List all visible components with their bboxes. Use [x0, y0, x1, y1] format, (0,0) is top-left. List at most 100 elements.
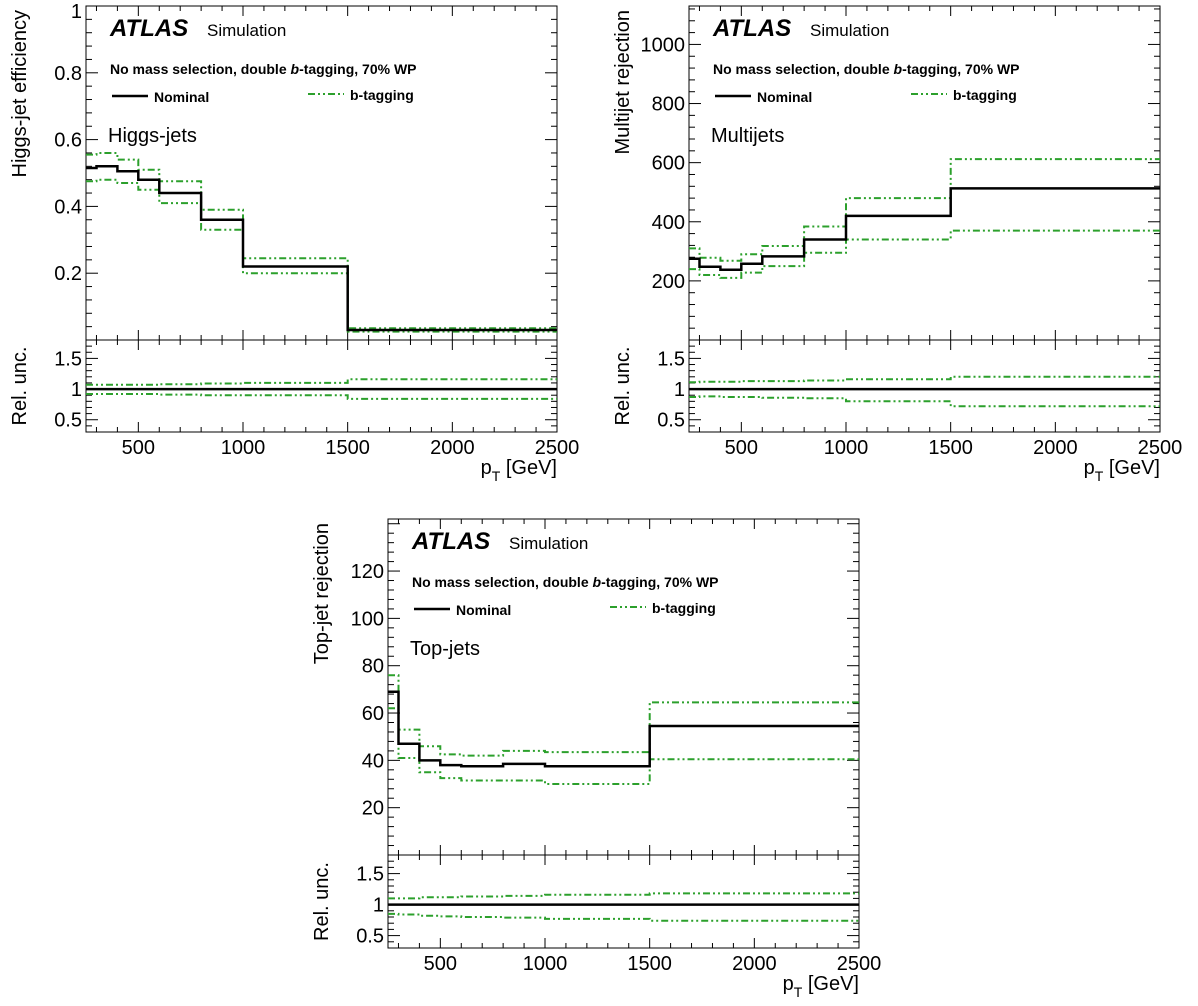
x-tick-label: 2500: [837, 953, 882, 975]
selection-text-pre: No mass selection, double: [110, 61, 291, 77]
ratio-y-tick-label: 1.5: [657, 348, 685, 370]
y-tick-label: 0.6: [54, 130, 82, 152]
x-tick-label: 2000: [430, 437, 475, 459]
y-axis-label: Higgs-jet efficiency: [9, 10, 31, 177]
legend-btag-label: b-tagging: [350, 87, 414, 103]
y-tick-label: 800: [652, 94, 685, 116]
legend-btag-label: b-tagging: [953, 87, 1017, 103]
x-tick-label: 1000: [221, 437, 266, 459]
selection-text: No mass selection, double b-tagging, 70%…: [713, 61, 1020, 77]
ratio-y-tick-label: 1.5: [356, 864, 384, 886]
ratio-y-tick-label: 1: [674, 379, 685, 401]
series-nominal-line: [86, 165, 557, 332]
selection-text-pre: No mass selection, double: [713, 61, 894, 77]
ratio-series-btag-band-down: [86, 393, 557, 400]
ratio-series-btag-band-down: [388, 912, 859, 922]
ratio-plot-frame: [85, 339, 558, 433]
category-label: Higgs-jets: [108, 125, 197, 147]
panel-1: 500 1000 1500 2000 2500 200 400 600 800 1000 0.5 1 1…: [612, 5, 1183, 484]
selection-text-b: b: [291, 61, 300, 77]
x-axis-label-unit: [GeV]: [1103, 457, 1160, 479]
x-tick-label: 2500: [535, 437, 580, 459]
legend-nominal-label: Nominal: [757, 89, 812, 105]
selection-text-post: -tagging, 70% WP: [902, 61, 1019, 77]
y-tick-label: 1: [71, 1, 82, 23]
selection-text-b: b: [894, 61, 903, 77]
x-axis-label-sub: T: [794, 984, 803, 1000]
selection-text-post: -tagging, 70% WP: [601, 574, 718, 590]
y-tick-label: 0.8: [54, 63, 82, 85]
main-plot-frame: [85, 5, 558, 341]
y-tick-label: 40: [362, 750, 384, 772]
selection-text: No mass selection, double b-tagging, 70%…: [110, 61, 417, 77]
x-tick-label: 2500: [1138, 437, 1183, 459]
x-tick-label: 2000: [732, 953, 777, 975]
ratio-y-axis-label: Rel. unc.: [612, 347, 634, 426]
ratio-y-axis-label: Rel. unc.: [311, 862, 333, 941]
ratio-y-tick-label: 0.5: [54, 410, 82, 432]
panel-2: 500 1000 1500 2000 2500 20 40 60 80 100 120 0.5 1 1.5…: [311, 518, 882, 1000]
y-tick-label: 60: [362, 703, 384, 725]
x-axis-label-unit: [GeV]: [802, 973, 859, 995]
ratio-plot-frame: [688, 339, 1161, 433]
x-tick-label: 1500: [325, 437, 370, 459]
ratio-series-btag-band-up: [689, 375, 1160, 384]
ratio-series-btag-band-up: [86, 378, 557, 386]
ratio-y-axis-label: Rel. unc.: [9, 347, 31, 426]
main-plot-frame: [688, 5, 1161, 341]
simulation-label: Simulation: [810, 21, 889, 40]
y-tick-label: 200: [652, 271, 685, 293]
x-axis-label-main: p: [783, 973, 794, 995]
x-tick-label: 1000: [523, 953, 568, 975]
series-btag-band-down: [388, 707, 859, 785]
x-axis-label-main: p: [1084, 457, 1095, 479]
ratio-y-tick-label: 1: [373, 895, 384, 917]
series-nominal-line: [388, 690, 859, 768]
x-axis-label: pT [GeV]: [783, 973, 859, 1000]
x-axis-label-unit: [GeV]: [500, 457, 557, 479]
series-btag-band-up: [388, 674, 859, 757]
legend-nominal-label: Nominal: [456, 602, 511, 618]
y-tick-label: 20: [362, 798, 384, 820]
x-axis-label-sub: T: [1095, 468, 1104, 484]
series-btag-band-up: [86, 152, 557, 330]
x-tick-label: 1500: [928, 437, 973, 459]
x-axis-label: pT [GeV]: [481, 457, 557, 484]
y-tick-label: 100: [351, 608, 384, 630]
x-tick-label: 2000: [1033, 437, 1078, 459]
atlas-label: ATLAS: [712, 15, 791, 42]
y-tick-label: 0.2: [54, 263, 82, 285]
x-axis-label-main: p: [481, 457, 492, 479]
y-axis-label: Multijet rejection: [612, 10, 634, 155]
y-tick-label: 1000: [641, 34, 686, 56]
y-tick-label: 80: [362, 656, 384, 678]
series-btag-band-down: [86, 178, 557, 333]
x-tick-label: 500: [725, 437, 758, 459]
x-tick-label: 1000: [824, 437, 869, 459]
y-tick-label: 0.4: [54, 196, 82, 218]
category-label: Multijets: [711, 125, 784, 147]
simulation-label: Simulation: [207, 21, 286, 40]
x-axis-label: pT [GeV]: [1084, 457, 1160, 484]
y-tick-label: 120: [351, 561, 384, 583]
selection-text: No mass selection, double b-tagging, 70%…: [412, 574, 719, 590]
selection-text-post: -tagging, 70% WP: [299, 61, 416, 77]
ratio-y-tick-label: 0.5: [657, 410, 685, 432]
series-nominal-line: [689, 187, 1160, 271]
x-tick-label: 500: [424, 953, 457, 975]
y-tick-label: 400: [652, 212, 685, 234]
panel-0: 500 1000 1500 2000 2500 0.2 0.4 0.6 0.8 1 0.5 1 1.5 A…: [9, 1, 579, 484]
x-axis-label-sub: T: [492, 468, 501, 484]
series-btag-band-up: [689, 158, 1160, 262]
legend-btag-label: b-tagging: [652, 600, 716, 616]
atlas-label: ATLAS: [411, 528, 490, 555]
y-axis-label: Top-jet rejection: [311, 523, 333, 664]
ratio-y-tick-label: 1.5: [54, 348, 82, 370]
series-btag-band-down: [689, 229, 1160, 279]
y-tick-label: 600: [652, 153, 685, 175]
selection-text-pre: No mass selection, double: [412, 574, 593, 590]
selection-text-b: b: [593, 574, 602, 590]
ratio-y-tick-label: 0.5: [356, 926, 384, 948]
legend-nominal-label: Nominal: [154, 89, 209, 105]
category-label: Top-jets: [410, 638, 480, 660]
